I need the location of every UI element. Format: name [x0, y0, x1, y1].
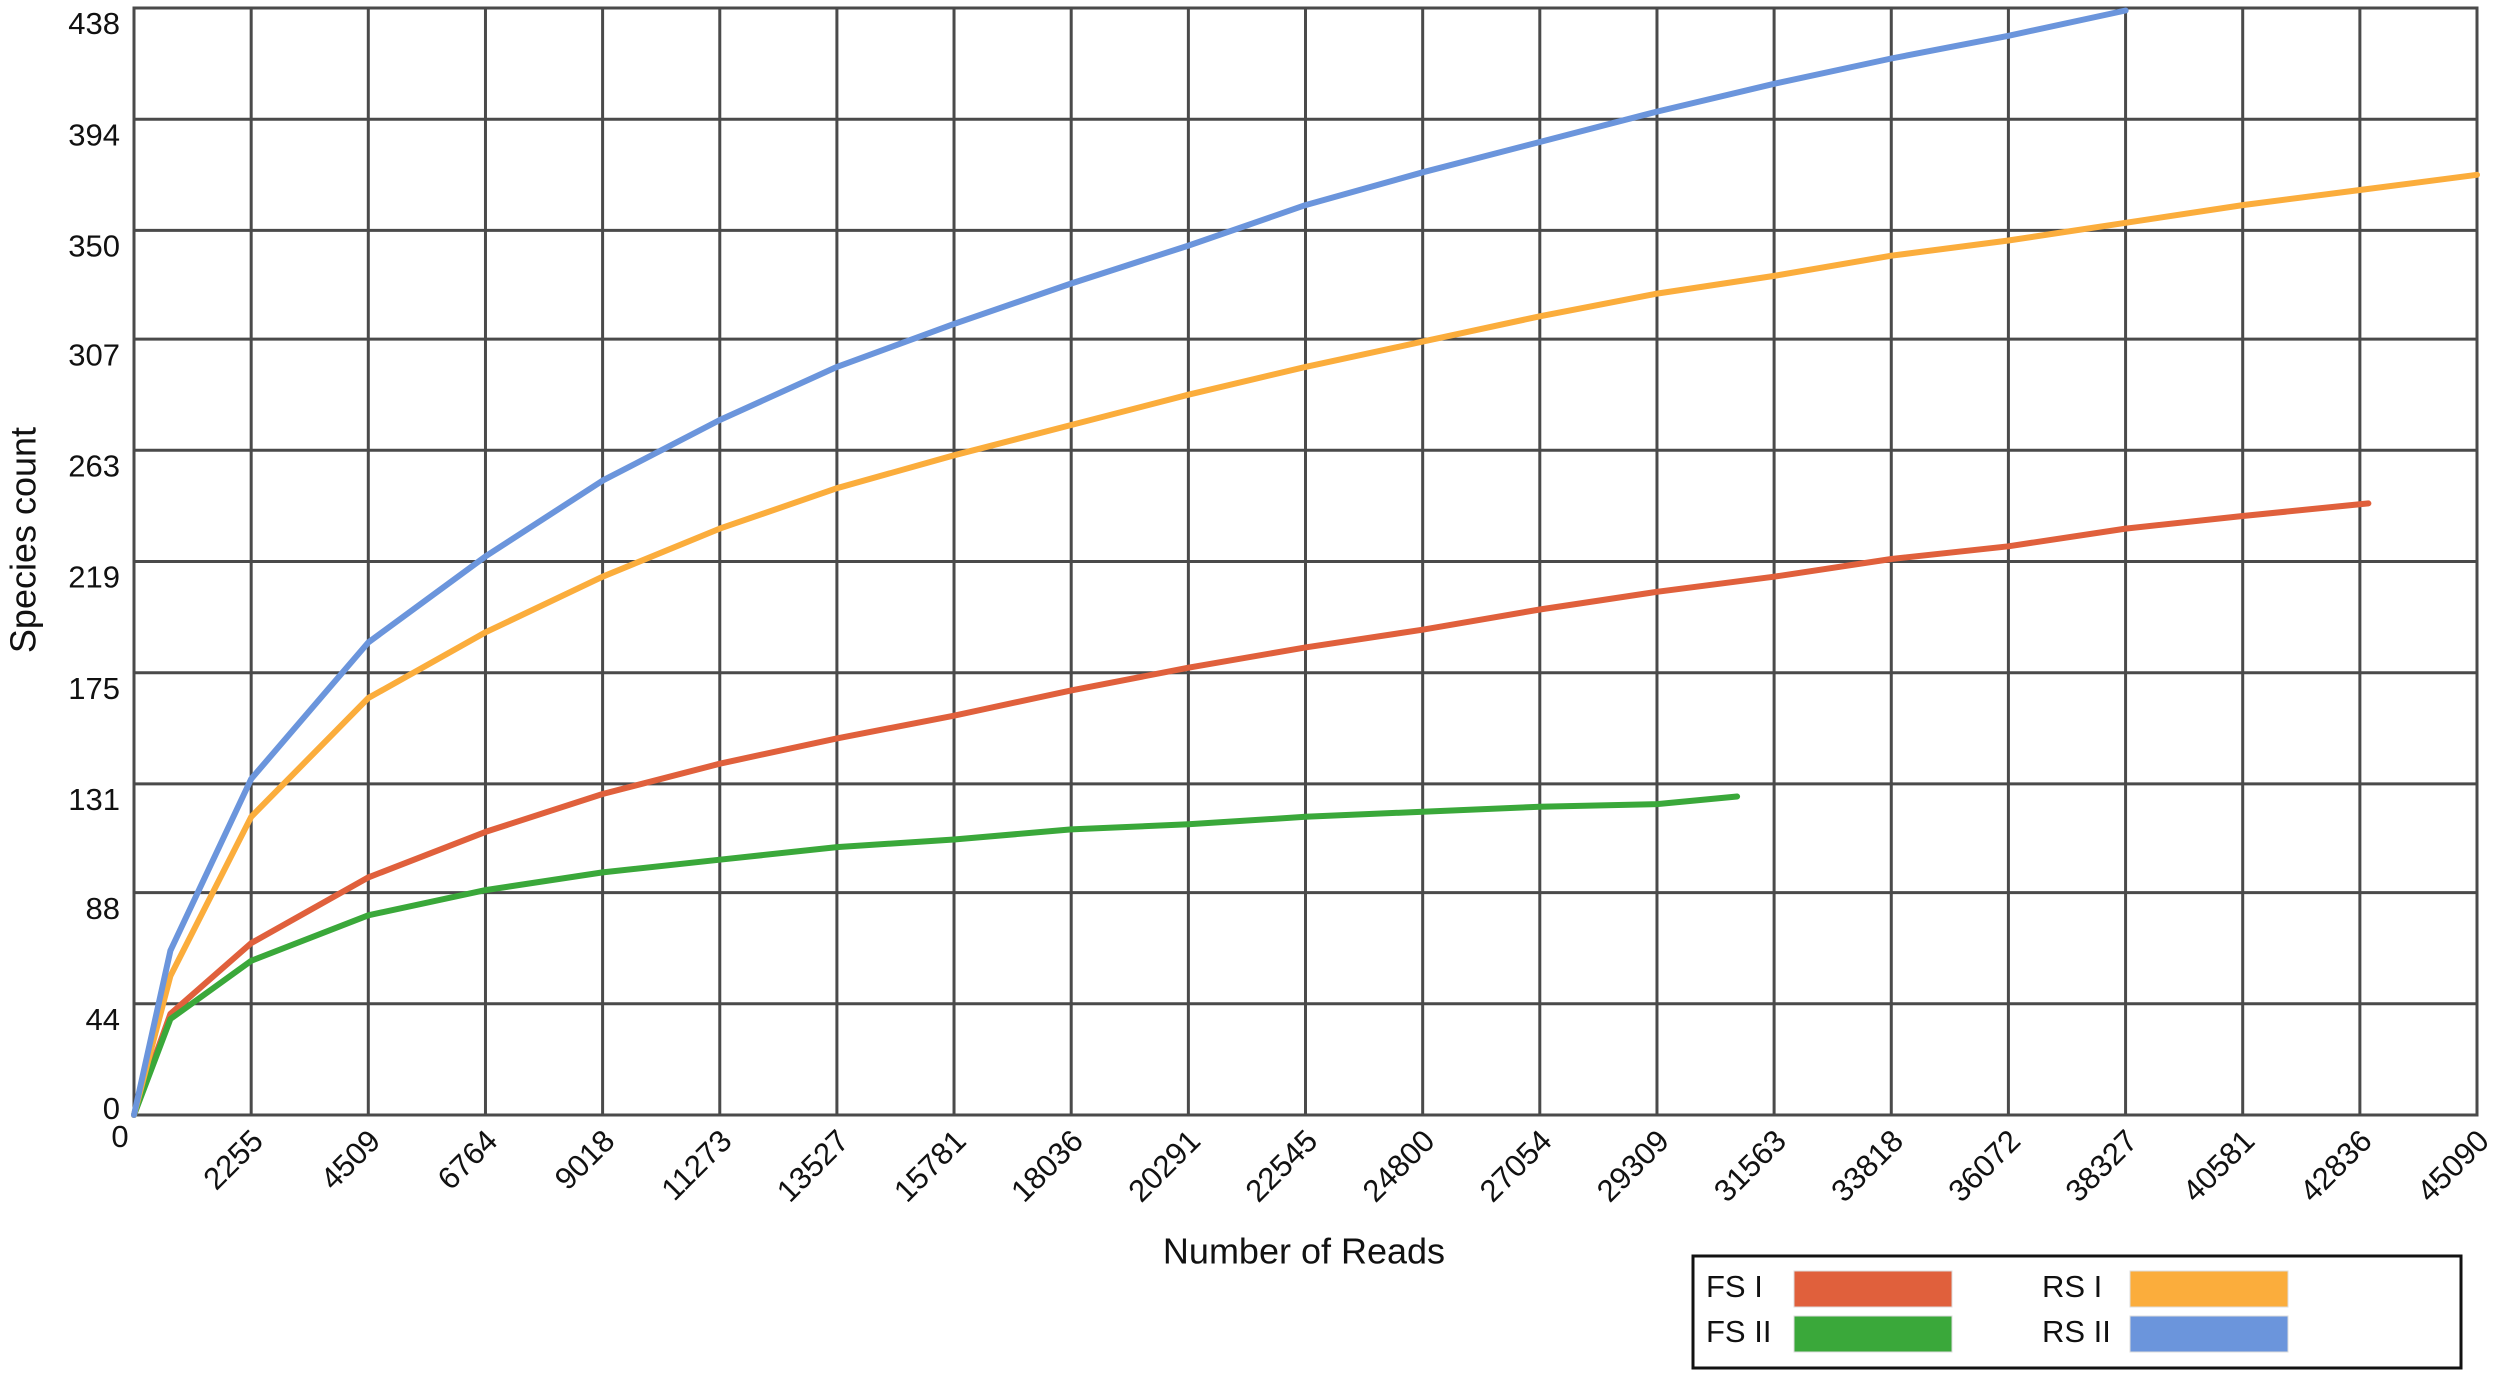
x-tick-label: 24800: [1356, 1123, 1442, 1209]
legend-swatch: [2129, 1270, 2289, 1308]
x-tick-label: 42836: [2293, 1123, 2379, 1209]
y-axis-label: Species count: [3, 427, 44, 653]
y-tick-label: 44: [86, 1002, 120, 1037]
series-line: [131, 500, 2372, 1118]
legend-swatch: [1793, 1315, 1953, 1353]
x-tick-label: 20291: [1121, 1123, 1207, 1209]
x-tick-label: 38327: [2059, 1123, 2145, 1209]
legend-label: RS I: [2042, 1269, 2102, 1304]
y-tick-label: 175: [68, 671, 120, 706]
legend-swatch: [1793, 1270, 1953, 1308]
x-tick-label: 6764: [431, 1123, 505, 1197]
x-tick-label: 9018: [548, 1123, 622, 1197]
x-tick-label: 31563: [1707, 1123, 1793, 1209]
x-tick-label: 2255: [196, 1123, 270, 1197]
series-line: [131, 793, 1741, 1118]
x-axis-label: Number of Reads: [1163, 1231, 1445, 1272]
x-tick-label: 27054: [1473, 1123, 1559, 1209]
x-tick-label: 18036: [1004, 1123, 1090, 1209]
x-tick-label: 4509: [314, 1123, 388, 1197]
y-tick-label: 219: [68, 560, 120, 595]
x-tick-label: 36072: [1941, 1123, 2027, 1209]
legend-swatch: [2129, 1315, 2289, 1353]
x-tick-label: 15781: [887, 1123, 973, 1209]
x-tick-label: 40581: [2176, 1123, 2262, 1209]
x-tick-label: 22545: [1239, 1123, 1325, 1209]
y-tick-label: 394: [68, 117, 120, 152]
y-tick-label: 438: [68, 6, 120, 41]
legend-label: RS II: [2042, 1314, 2111, 1349]
y-tick-label: 350: [68, 229, 120, 264]
x-tick-label: 13527: [770, 1123, 856, 1209]
series-line: [131, 7, 2129, 1118]
y-tick-label: 307: [68, 337, 120, 372]
y-tick-label: 88: [86, 891, 120, 926]
x-tick-label: 29309: [1590, 1123, 1676, 1209]
x-tick-label: 33818: [1824, 1123, 1910, 1209]
y-tick-label: 0: [103, 1091, 120, 1126]
x-tick-label: 45090: [2410, 1123, 2496, 1209]
y-tick-label: 263: [68, 448, 120, 483]
legend-label: FS I: [1706, 1269, 1763, 1304]
y-tick-label: 131: [68, 782, 120, 817]
legend-label: FS II: [1706, 1314, 1771, 1349]
series-line: [131, 171, 2480, 1118]
plot-border: [132, 6, 2479, 1117]
x-tick-label: 0: [111, 1119, 128, 1154]
x-tick-label: 11273: [654, 1123, 738, 1207]
